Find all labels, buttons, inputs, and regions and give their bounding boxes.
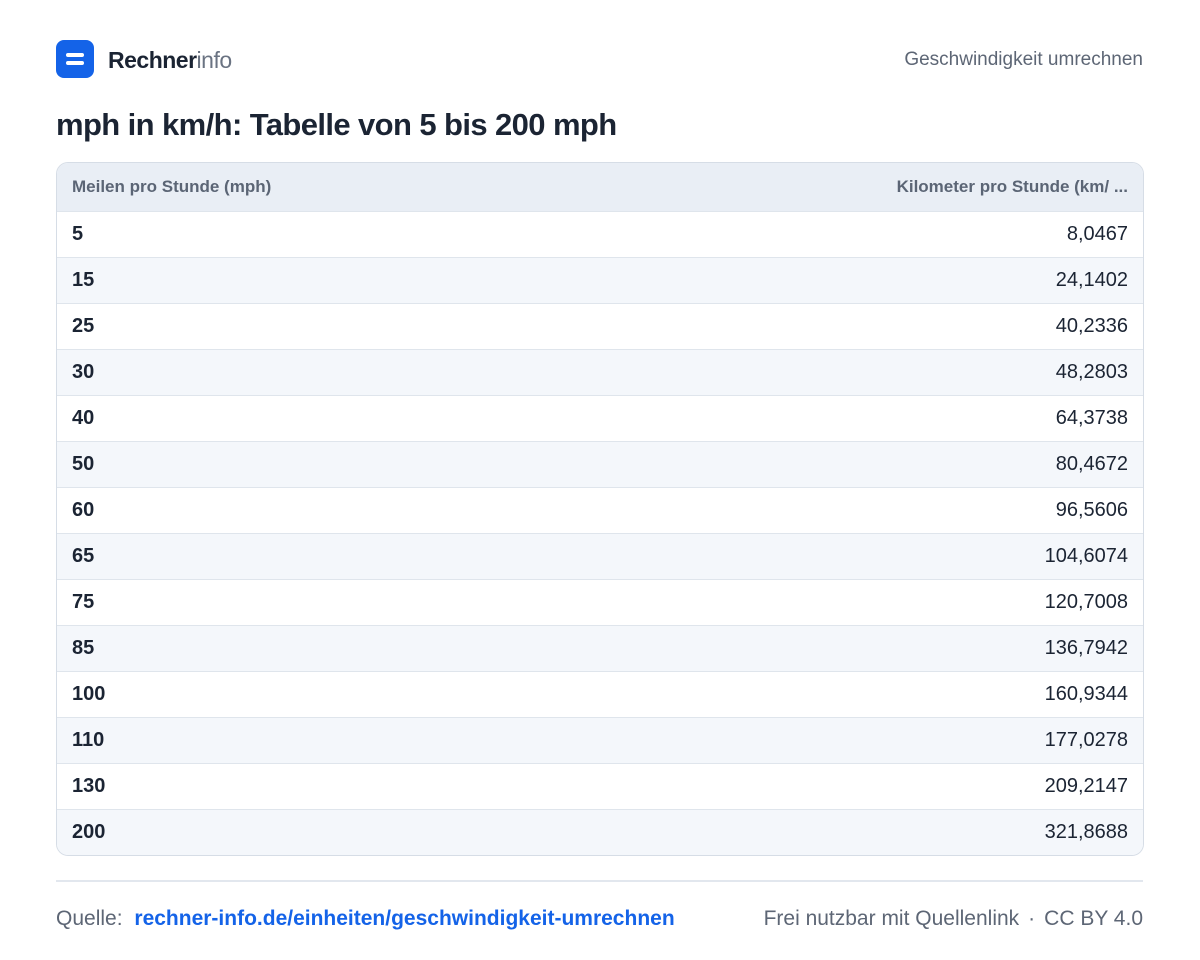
cell-kmh: 48,2803 — [1055, 360, 1128, 383]
table-header-row: Meilen pro Stunde (mph) Kilometer pro St… — [57, 163, 1143, 211]
cell-kmh: 209,2147 — [1044, 774, 1128, 797]
table-row: 85 136,7942 — [57, 625, 1143, 671]
table-row: 110 177,0278 — [57, 717, 1143, 763]
cell-kmh: 136,7942 — [1044, 636, 1128, 659]
table-row: 15 24,1402 — [57, 257, 1143, 303]
cell-kmh: 40,2336 — [1055, 314, 1128, 337]
conversion-table-container: Meilen pro Stunde (mph) Kilometer pro St… — [56, 162, 1144, 856]
table-header: Meilen pro Stunde (mph) Kilometer pro St… — [57, 163, 1143, 211]
table-row: 5 8,0467 — [57, 211, 1143, 257]
logo-bar — [66, 53, 84, 57]
site-header: Rechnerinfo Geschwindigkeit umrechnen — [56, 40, 1143, 78]
cell-kmh: 177,0278 — [1044, 728, 1128, 751]
table-row: 130 209,2147 — [57, 763, 1143, 809]
category-link[interactable]: Geschwindigkeit umrechnen — [904, 49, 1143, 70]
cell-mph: 60 — [72, 498, 95, 521]
cell-mph: 25 — [72, 314, 95, 337]
source-link[interactable]: rechner-info.de/einheiten/geschwindigkei… — [134, 907, 675, 930]
footer-divider — [56, 880, 1143, 882]
cell-mph: 30 — [72, 360, 95, 383]
cell-kmh: 104,6074 — [1044, 544, 1128, 567]
license-label: CC BY 4.0 — [1044, 907, 1143, 930]
table-row: 40 64,3738 — [57, 395, 1143, 441]
cell-kmh: 64,3738 — [1055, 406, 1128, 429]
license-info: Frei nutzbar mit Quellenlink · CC BY 4.0 — [764, 906, 1143, 932]
table-row: 100 160,9344 — [57, 671, 1143, 717]
cell-kmh: 321,8688 — [1044, 820, 1128, 843]
footer: Quelle: rechner-info.de/einheiten/geschw… — [56, 906, 1143, 932]
footer-separator: · — [1028, 907, 1036, 930]
table-row: 75 120,7008 — [57, 579, 1143, 625]
brand-name-light: info — [196, 47, 233, 73]
cell-kmh: 120,7008 — [1044, 590, 1128, 613]
cell-mph: 15 — [72, 268, 95, 291]
cell-mph: 130 — [72, 774, 106, 797]
cell-mph: 85 — [72, 636, 95, 659]
logo-bar — [66, 61, 84, 65]
cell-kmh: 8,0467 — [1066, 222, 1128, 245]
brand-name[interactable]: Rechnerinfo — [108, 47, 232, 73]
usage-note: Frei nutzbar mit Quellenlink — [763, 907, 1020, 930]
source-label: Quelle: — [56, 907, 123, 930]
table-row: 50 80,4672 — [57, 441, 1143, 487]
cell-mph: 65 — [72, 544, 95, 567]
cell-mph: 40 — [72, 406, 95, 429]
table-row: 25 40,2336 — [57, 303, 1143, 349]
table-row: 200 321,8688 — [57, 809, 1143, 855]
table-row: 60 96,5606 — [57, 487, 1143, 533]
column-header-mph: Meilen pro Stunde (mph) — [72, 176, 272, 196]
cell-kmh: 80,4672 — [1055, 452, 1128, 475]
cell-kmh: 24,1402 — [1055, 268, 1128, 291]
logo-icon[interactable] — [56, 40, 94, 78]
cell-mph: 5 — [72, 222, 84, 245]
cell-mph: 200 — [72, 820, 106, 843]
cell-mph: 75 — [72, 590, 95, 613]
cell-mph: 50 — [72, 452, 95, 475]
brand-name-strong: Rechner — [108, 47, 197, 73]
cell-mph: 100 — [72, 682, 106, 705]
column-header-kmh: Kilometer pro Stunde (km/ ... — [896, 176, 1128, 196]
table-body: 5 8,0467 15 24,1402 25 40,2336 30 48,2803 40 64,3… — [57, 211, 1143, 855]
conversion-table: Meilen pro Stunde (mph) Kilometer pro St… — [57, 163, 1143, 855]
cell-kmh: 160,9344 — [1044, 682, 1128, 705]
table-row: 65 104,6074 — [57, 533, 1143, 579]
table-row: 30 48,2803 — [57, 349, 1143, 395]
page-title: mph in km/h: Tabelle von 5 bis 200 mph — [56, 107, 617, 142]
cell-mph: 110 — [72, 728, 105, 751]
cell-kmh: 96,5606 — [1055, 498, 1128, 521]
